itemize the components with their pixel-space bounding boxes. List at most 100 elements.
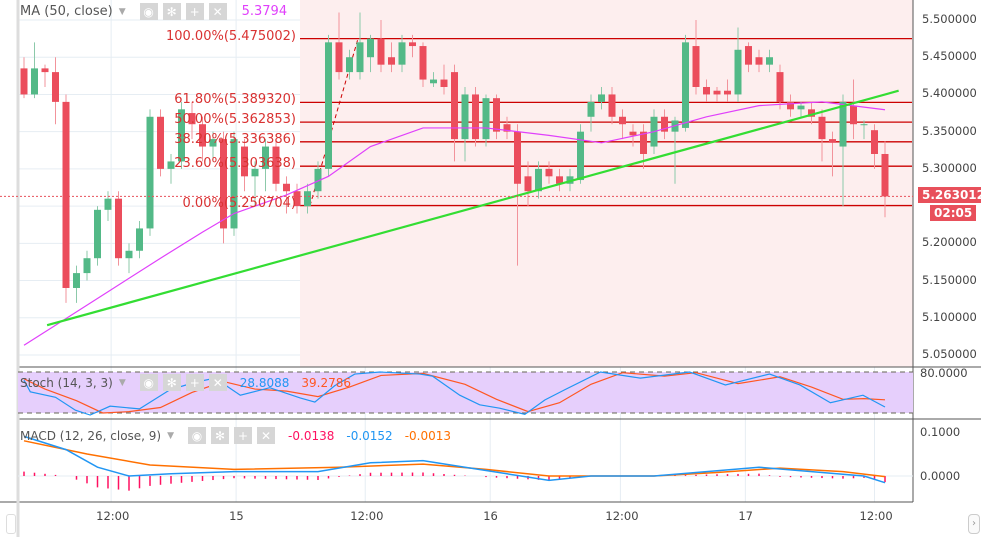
close-icon[interactable]: ✕ [257, 427, 276, 444]
candle-body [178, 109, 185, 162]
candle-body [619, 116, 626, 125]
close-icon[interactable]: ✕ [208, 3, 227, 20]
fib-level-label: 23.60%(5.303638) [174, 156, 296, 172]
candle-body [20, 68, 28, 95]
candle [230, 131, 238, 236]
candle-body [346, 57, 353, 73]
candle [367, 34, 374, 73]
macd-axis-0: 0.0000 [920, 469, 961, 483]
candle [797, 101, 805, 117]
candle-body [724, 90, 731, 95]
candle [766, 49, 773, 73]
eye-icon[interactable]: ◉ [139, 374, 158, 391]
candle [125, 243, 133, 274]
candle-body [629, 131, 637, 136]
candle [346, 49, 353, 80]
plus-icon[interactable]: + [185, 374, 204, 391]
candle [587, 94, 595, 132]
candle [713, 86, 721, 102]
macd-legend-label: MACD (12, 26, close, 9) [20, 428, 162, 443]
candle [808, 101, 815, 125]
chevron-down-icon[interactable]: ▼ [118, 6, 126, 17]
candle-body [304, 191, 311, 207]
eye-icon[interactable]: ◉ [139, 3, 158, 20]
gear-icon[interactable]: ✻ [162, 374, 181, 391]
candle-body [503, 124, 511, 132]
candle-body [755, 57, 763, 65]
candle-body [241, 146, 248, 177]
candle-body [766, 57, 773, 65]
candle-body [881, 153, 889, 197]
candle [83, 250, 91, 281]
candle [839, 94, 847, 207]
candle-body [797, 105, 805, 110]
candle-body [220, 139, 227, 229]
candle [115, 191, 122, 266]
candle [377, 20, 385, 73]
candle-body [535, 168, 542, 192]
candle-body [577, 131, 584, 181]
gear-icon[interactable]: ✻ [211, 427, 230, 444]
candle [503, 116, 511, 140]
candle-body [136, 228, 143, 251]
candle [52, 57, 59, 125]
candle-body [556, 176, 563, 184]
chevron-down-icon[interactable]: ▼ [167, 430, 175, 441]
candle [157, 109, 164, 177]
candle-body [356, 42, 364, 73]
scroll-left-handle[interactable] [6, 514, 16, 534]
candle [535, 161, 542, 199]
candle-body [367, 38, 374, 58]
candle [188, 101, 196, 140]
candle-body [682, 42, 689, 128]
time-axis-label: 12:00 [859, 509, 893, 523]
candle [41, 64, 49, 87]
candle [524, 161, 532, 207]
scroll-right-button[interactable]: › [968, 514, 980, 534]
candle [818, 109, 826, 162]
eye-icon[interactable]: ◉ [188, 427, 207, 444]
candle [62, 94, 70, 303]
candle [860, 120, 868, 140]
price-axis-label: 5.050000 [922, 346, 977, 361]
plus-icon[interactable]: + [185, 3, 204, 20]
macd-value: -0.0152 [346, 428, 393, 443]
close-icon[interactable]: ✕ [208, 374, 227, 391]
candle [703, 79, 710, 102]
candle [776, 64, 784, 110]
candle [293, 183, 301, 214]
candle-body [314, 168, 322, 192]
candle-body [409, 42, 416, 47]
candle-body [283, 183, 290, 192]
candle-body [566, 176, 574, 184]
candle-body [451, 72, 458, 140]
candle-body [860, 124, 868, 126]
candle-body [839, 101, 847, 147]
candle [220, 131, 227, 244]
candle [451, 64, 458, 162]
macd-line [23, 435, 886, 484]
ma-value: 5.3794 [241, 4, 288, 19]
candle-body [703, 86, 710, 95]
candle [482, 94, 490, 147]
candle-body [829, 139, 836, 143]
fib-level-label: 38.20%(5.336386) [174, 131, 296, 147]
candle-body [272, 146, 280, 184]
plus-icon[interactable]: + [234, 427, 253, 444]
candle-body [608, 94, 616, 117]
gear-icon[interactable]: ✻ [162, 3, 181, 20]
candle [146, 109, 154, 236]
candle-body [640, 131, 647, 154]
candle [209, 131, 217, 162]
price-axis-label: 5.200000 [922, 235, 977, 250]
candle-body [461, 94, 469, 140]
candle [577, 124, 584, 184]
chevron-down-icon[interactable]: ▼ [118, 377, 126, 388]
stoch-d-line [23, 372, 886, 414]
candle [167, 153, 175, 184]
candle [881, 141, 889, 218]
bar-countdown-tag: 02:05 [930, 205, 977, 221]
candle [598, 86, 605, 110]
candle [787, 94, 794, 117]
